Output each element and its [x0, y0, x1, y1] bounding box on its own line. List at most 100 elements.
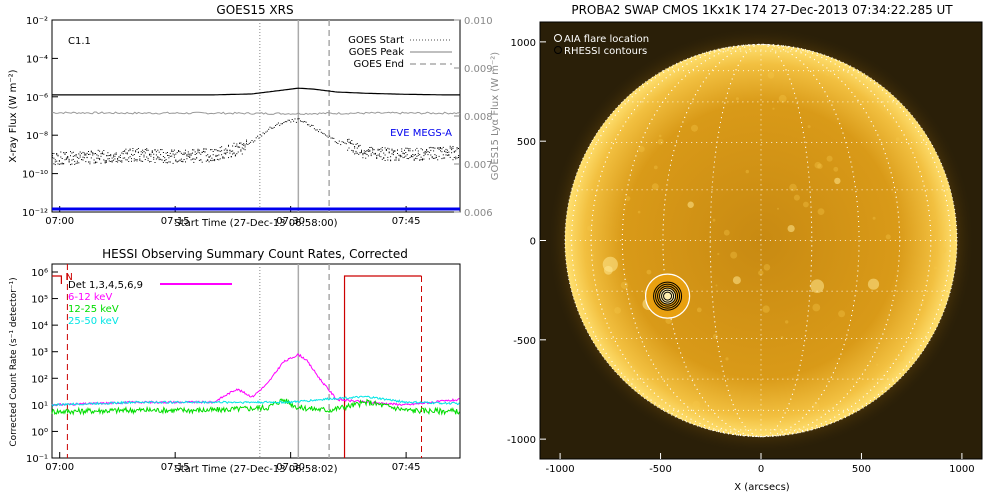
goes-short-channel-point	[117, 159, 119, 161]
goes-short-channel-point	[173, 154, 175, 156]
goes-short-channel-point	[286, 121, 288, 123]
goes-short-channel-point	[312, 125, 314, 126]
hessi-title: HESSI Observing Summary Count Rates, Cor…	[102, 247, 408, 261]
goes-short-channel-point	[56, 154, 58, 156]
goes-short-channel-point	[351, 149, 353, 151]
goes-short-channel-point	[283, 122, 285, 123]
goes-short-channel-point	[276, 123, 278, 125]
goes-short-channel-point	[225, 148, 227, 150]
goes-short-channel-point	[374, 153, 376, 155]
goes-short-channel-point	[394, 150, 396, 152]
goes-short-channel-point	[219, 147, 221, 149]
goes-short-channel-point	[140, 153, 142, 155]
goes-short-channel-point	[442, 154, 444, 156]
goes-short-channel-point	[315, 129, 317, 131]
goes-short-channel-point	[444, 150, 446, 152]
coronal-brightening	[789, 183, 797, 192]
goes-short-channel-point	[441, 158, 443, 160]
goes-short-channel-point	[136, 149, 138, 150]
goes-short-channel-point	[89, 161, 91, 163]
goes-short-channel-point	[385, 149, 387, 151]
goes-short-channel-point	[96, 161, 98, 163]
goes-short-channel-point	[423, 155, 425, 157]
goes-short-channel-point	[58, 160, 60, 162]
goes-short-channel-point	[362, 153, 364, 155]
goes-short-channel-point	[394, 150, 396, 152]
goes-short-channel-point	[133, 158, 135, 160]
goes-short-channel-point	[438, 155, 440, 157]
goes-short-channel-point	[424, 152, 426, 154]
goes-short-channel-point	[381, 149, 383, 151]
goes-short-channel-point	[391, 149, 393, 151]
hessi-ytick-label: 10⁵	[31, 295, 48, 306]
goes-short-channel-point	[391, 153, 393, 155]
hessi-legend-label: 12-25 keV	[68, 304, 119, 315]
goes-short-channel-point	[362, 154, 364, 156]
active-region	[787, 224, 795, 233]
goes-short-channel-point	[107, 152, 109, 154]
goes-short-channel-point	[203, 148, 204, 150]
goes-short-channel-point	[58, 163, 60, 165]
rhessi-contour	[657, 285, 679, 307]
goes-short-channel-point	[409, 148, 411, 150]
swap-ytick-label: -1000	[507, 435, 536, 446]
goes-short-channel-point	[222, 156, 224, 158]
goes-short-channel-point	[348, 147, 350, 149]
goes-short-channel-point	[456, 148, 458, 150]
goes-short-channel-point	[72, 155, 74, 157]
meridian	[621, 43, 901, 438]
goes-short-channel-point	[449, 156, 451, 158]
goes-short-channel-point	[71, 163, 73, 165]
goes-short-channel-point	[270, 127, 272, 129]
swap-xtick-label: 0	[758, 464, 764, 475]
goes-short-channel-point	[420, 148, 422, 150]
hessi-x-axis-labels: 07:00 07:15 07:30 07:45	[45, 452, 421, 473]
hessi-legend-label: 6-12 keV	[68, 292, 112, 303]
coronal-brightening	[872, 216, 876, 220]
goes-short-channel-point	[385, 149, 387, 150]
coronal-brightening	[646, 269, 652, 275]
goes-short-channel-point	[223, 152, 225, 154]
goes-short-channel-point	[218, 154, 220, 156]
coronal-brightening	[638, 146, 645, 153]
goes-short-channel-point	[225, 152, 227, 154]
goes-short-channel-point	[354, 153, 356, 155]
goes-short-channel-point	[76, 156, 78, 158]
goes-short-channel-point	[379, 155, 380, 157]
goes-short-channel-point	[126, 152, 128, 154]
goes-short-channel-point	[417, 154, 419, 156]
goes-short-channel-point	[219, 150, 221, 152]
goes-short-channel-point	[420, 159, 422, 161]
goes-short-channel-point	[88, 151, 89, 152]
goes-short-channel-point	[185, 149, 186, 151]
goes-short-channel-point	[264, 133, 265, 135]
goes-short-channel-point	[354, 146, 356, 147]
goes-xtick-label: 07:15	[161, 216, 190, 227]
goes-short-channel-point	[132, 150, 134, 152]
goes-short-channel-point	[95, 153, 96, 154]
goes-short-channel-point	[379, 153, 380, 155]
goes-short-channel-point	[81, 152, 83, 154]
goes-short-channel-point	[158, 159, 160, 161]
goes-short-channel-point	[158, 151, 160, 153]
goes-short-channel-point	[455, 158, 457, 160]
goes-short-channel-point	[198, 152, 200, 154]
coronal-brightening	[615, 239, 618, 242]
active-region	[732, 276, 741, 285]
goes-short-channel-point	[157, 149, 159, 151]
swap-ytick-label: 500	[517, 137, 536, 148]
goes-short-channel-point	[352, 143, 354, 145]
goes-short-channel-point	[395, 156, 397, 158]
goes-short-channel-point	[456, 147, 458, 149]
goes-short-channel-point	[192, 158, 193, 160]
hessi-ytick-label: 10⁴	[31, 321, 48, 332]
goes-short-channel-point	[426, 149, 428, 150]
coronal-brightening	[940, 246, 947, 254]
goes-short-channel-point	[106, 155, 107, 157]
goes-short-channel-point	[143, 154, 145, 156]
hessi-ytick-label: 10⁻¹	[26, 454, 48, 465]
goes-short-channel-point	[208, 157, 210, 158]
goes-short-channel-point	[178, 150, 180, 151]
goes-short-channel-point	[161, 159, 163, 161]
